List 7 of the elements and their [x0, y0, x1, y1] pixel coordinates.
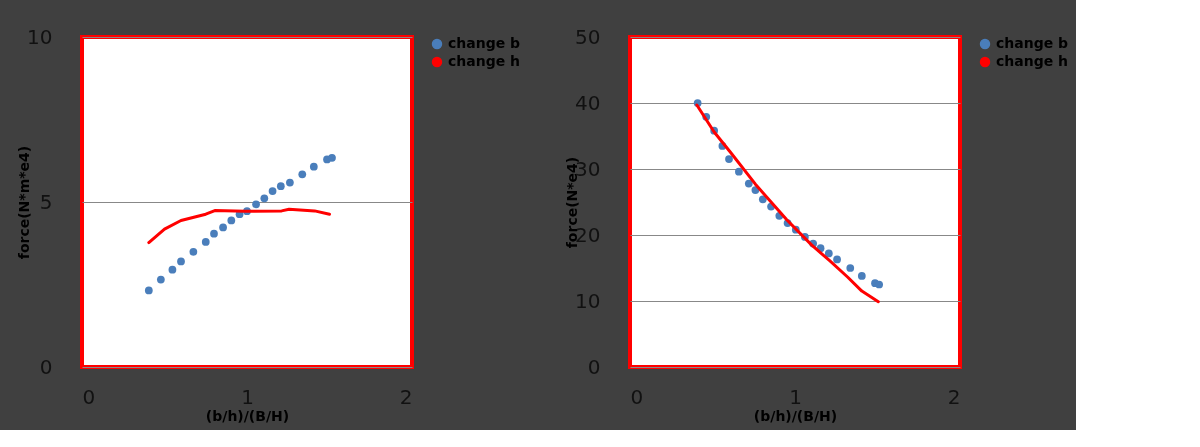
x-axis-title: (b/h)/(B/H) [205, 407, 290, 424]
legend-label: change b [448, 35, 521, 51]
y-axis-title: force(N*m*e4) [16, 145, 33, 260]
legend-label: change h [996, 53, 1069, 69]
legend-label: change b [996, 35, 1069, 51]
x-axis-title: (b/h)/(B/H) [753, 407, 838, 424]
legend-label: change h [448, 53, 521, 69]
